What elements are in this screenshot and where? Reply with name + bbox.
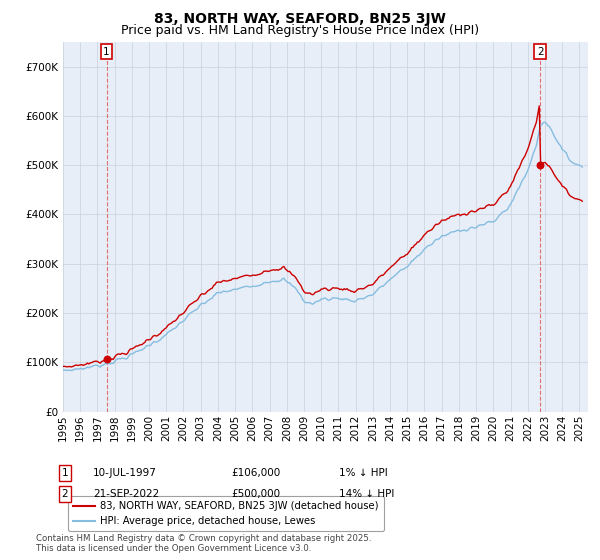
Point xyxy=(102,355,112,364)
Text: 2: 2 xyxy=(61,489,68,499)
Text: £500,000: £500,000 xyxy=(231,489,280,499)
Text: 83, NORTH WAY, SEAFORD, BN25 3JW: 83, NORTH WAY, SEAFORD, BN25 3JW xyxy=(154,12,446,26)
Text: £106,000: £106,000 xyxy=(231,468,280,478)
Text: 10-JUL-1997: 10-JUL-1997 xyxy=(93,468,157,478)
Text: 1% ↓ HPI: 1% ↓ HPI xyxy=(339,468,388,478)
Text: 1: 1 xyxy=(103,47,110,57)
Text: 21-SEP-2022: 21-SEP-2022 xyxy=(93,489,159,499)
Text: 14% ↓ HPI: 14% ↓ HPI xyxy=(339,489,394,499)
Text: Price paid vs. HM Land Registry's House Price Index (HPI): Price paid vs. HM Land Registry's House … xyxy=(121,24,479,37)
Point xyxy=(535,161,545,170)
Text: 1: 1 xyxy=(61,468,68,478)
Text: 2: 2 xyxy=(537,47,544,57)
Legend: 83, NORTH WAY, SEAFORD, BN25 3JW (detached house), HPI: Average price, detached : 83, NORTH WAY, SEAFORD, BN25 3JW (detach… xyxy=(68,496,383,531)
Text: Contains HM Land Registry data © Crown copyright and database right 2025.
This d: Contains HM Land Registry data © Crown c… xyxy=(36,534,371,553)
